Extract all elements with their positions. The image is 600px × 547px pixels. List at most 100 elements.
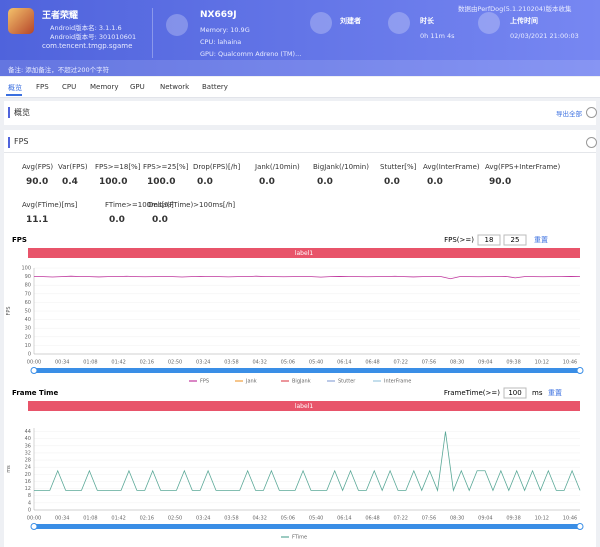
filter-value: 18: [485, 236, 494, 244]
y-tick-label: 4: [28, 500, 31, 506]
chart-title: FPS: [12, 236, 27, 244]
x-tick-label: 10:12: [535, 516, 549, 522]
y-tick-label: 16: [25, 479, 31, 485]
x-tick-label: 07:22: [394, 516, 408, 522]
stat-label: FPS>=25[%]: [143, 163, 189, 171]
tab[interactable]: FPS: [36, 83, 49, 91]
filter-label: FPS(>=): [444, 236, 474, 244]
x-tick-label: 10:46: [563, 360, 577, 366]
filter-input[interactable]: [503, 387, 527, 399]
duration-label: 时长: [420, 17, 434, 25]
x-tick-label: 03:58: [224, 516, 238, 522]
x-tick-label: 06:48: [365, 516, 379, 522]
export-link[interactable]: 导出全部: [556, 110, 582, 118]
tab[interactable]: Network: [160, 83, 190, 91]
x-tick-label: 00:00: [27, 360, 41, 366]
band: [28, 401, 580, 411]
stat-label: Avg(FPS): [22, 163, 54, 171]
android-code: Android版本号: 301010601: [50, 33, 137, 41]
x-tick-label: 07:56: [422, 516, 436, 522]
fps-title: FPS: [14, 137, 29, 146]
tab-bar: 概览 FPS CPU Memory GPU Network Battery: [0, 77, 600, 98]
x-tick-label: 09:38: [506, 516, 520, 522]
y-tick-label: 32: [25, 450, 31, 456]
x-tick-label: 08:30: [450, 516, 464, 522]
series-line: [34, 431, 581, 492]
y-tick-label: 28: [25, 458, 31, 464]
scroll-handle[interactable]: [30, 523, 38, 530]
x-tick-label: 10:12: [535, 360, 549, 366]
stat-value: 11.1: [26, 215, 49, 225]
x-tick-label: 10:46: [563, 516, 577, 522]
tab[interactable]: Battery: [202, 83, 228, 91]
stat-value: 0.0: [427, 177, 443, 187]
tab[interactable]: Memory: [90, 83, 119, 91]
app-name: 王者荣耀: [42, 11, 79, 21]
stat-value: 100.0: [147, 177, 176, 187]
duration: 0h 11m 4s: [420, 32, 455, 40]
stat-label: BigJank(/10min): [313, 163, 369, 171]
y-tick-label: 40: [25, 436, 31, 442]
y-tick-label: 20: [25, 472, 31, 478]
unit: ms: [532, 389, 543, 397]
stat-value: 0.0: [197, 177, 213, 187]
x-tick-label: 05:40: [309, 516, 323, 522]
scrollbar[interactable]: [34, 368, 580, 373]
y-tick-label: 0: [28, 352, 31, 358]
stat-label: FTime>=100ms[%]: [105, 201, 174, 209]
scroll-handle[interactable]: [30, 367, 38, 374]
x-tick-label: 02:50: [168, 516, 182, 522]
x-tick-label: 05:06: [281, 516, 295, 522]
x-tick-label: 03:24: [196, 360, 210, 366]
x-tick-label: 01:08: [83, 516, 97, 522]
stat-value: 0.0: [384, 177, 400, 187]
x-tick-label: 03:24: [196, 516, 210, 522]
header: 王者荣耀 Android版本名: 3.1.1.6 Android版本号: 301…: [0, 0, 600, 76]
filter-input[interactable]: [503, 234, 527, 246]
x-tick-label: 07:56: [422, 360, 436, 366]
scroll-handle[interactable]: [576, 367, 584, 374]
y-tick-label: 10: [25, 343, 31, 349]
android-version: Android版本名: 3.1.1.6: [50, 24, 122, 32]
stat-label: Jank(/10min): [255, 163, 300, 171]
x-tick-label: 02:50: [168, 360, 182, 366]
legend-label: FPS: [200, 379, 209, 385]
y-tick-label: 44: [25, 429, 31, 435]
x-tick-label: 01:42: [111, 360, 125, 366]
tab[interactable]: 概览: [8, 84, 22, 92]
upload-label: 上传时间: [510, 17, 538, 25]
stat-value: 0.0: [317, 177, 333, 187]
remark[interactable]: 备注: 添加备注，不超过200个字符: [8, 66, 110, 74]
x-tick-label: 06:48: [365, 360, 379, 366]
x-tick-label: 09:04: [478, 360, 492, 366]
tab-underline: [6, 94, 22, 96]
cpu: CPU: lahaina: [200, 38, 242, 46]
scroll-handle[interactable]: [576, 523, 584, 530]
app-icon: [8, 8, 34, 34]
x-tick-label: 08:30: [450, 360, 464, 366]
stat-label: Stutter[%]: [380, 163, 417, 171]
stat-value: 90.0: [26, 177, 49, 187]
y-tick-label: 30: [25, 326, 31, 332]
x-tick-label: 02:16: [140, 516, 154, 522]
y-tick-label: 0: [28, 508, 31, 514]
y-tick-label: 100: [21, 266, 31, 272]
x-tick-label: 00:34: [55, 516, 69, 522]
scrollbar[interactable]: [34, 524, 580, 529]
tab[interactable]: GPU: [130, 83, 145, 91]
upload-time: 02/03/2021 21:00:03: [510, 32, 579, 40]
tab[interactable]: CPU: [62, 83, 77, 91]
reset[interactable]: 重置: [534, 236, 548, 244]
stat-label: Avg(FTime)[ms]: [22, 201, 78, 209]
x-tick-label: 07:22: [394, 360, 408, 366]
stat-label: FPS>=18[%]: [95, 163, 141, 171]
x-tick-label: 01:08: [83, 360, 97, 366]
y-tick-label: 24: [25, 465, 31, 471]
y-tick-label: 50: [25, 309, 31, 315]
gpu: GPU: Qualcomm Adreno (TM)...: [200, 50, 302, 58]
y-tick-label: 60: [25, 300, 31, 306]
reset[interactable]: 重置: [548, 389, 562, 397]
filter-input[interactable]: [477, 234, 501, 246]
device-icon: [166, 14, 188, 36]
